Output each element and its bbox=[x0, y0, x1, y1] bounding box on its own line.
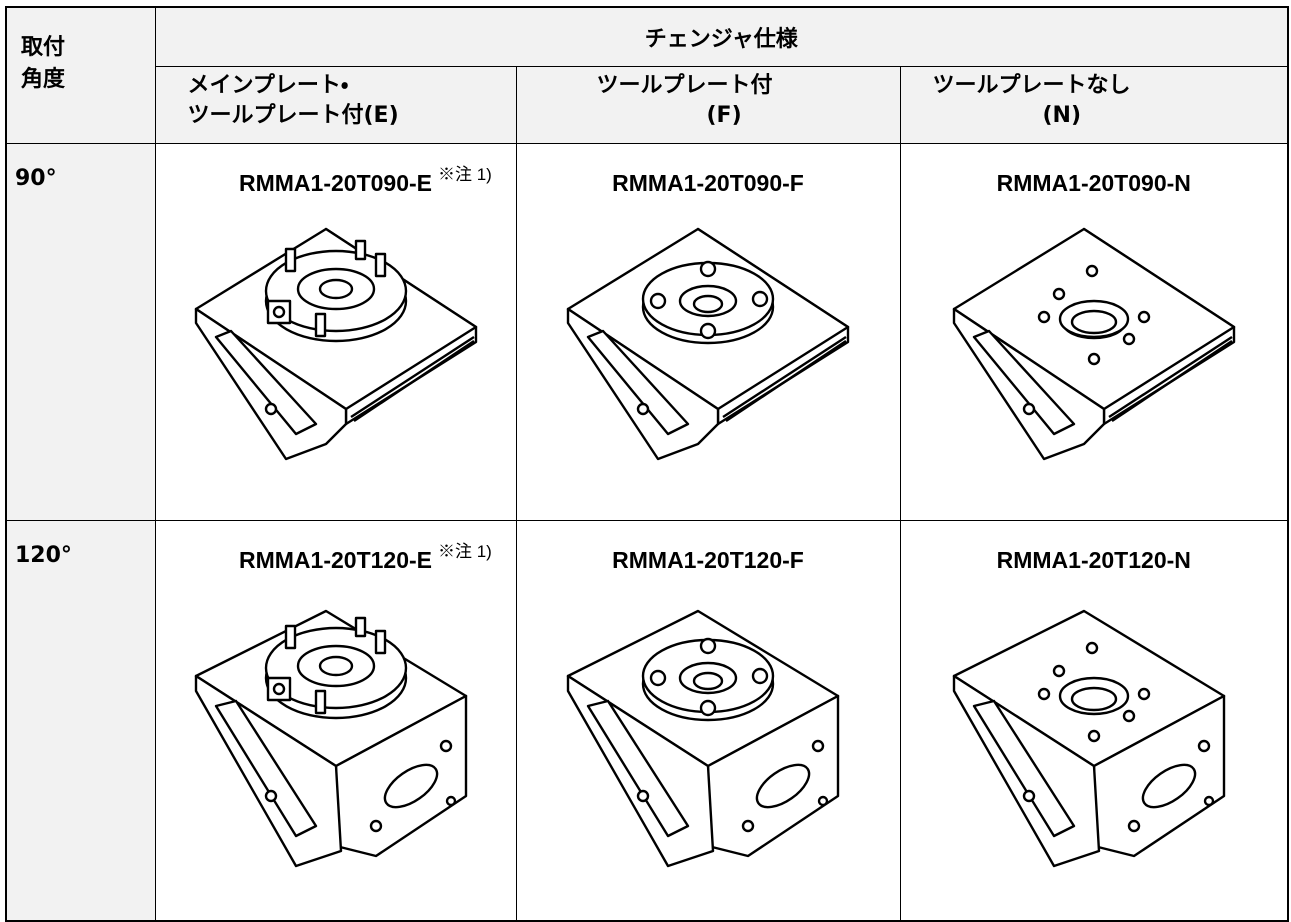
model-text: RMMA1-20T120-E bbox=[239, 547, 432, 573]
model-cell: RMMA1-20T090-N bbox=[899, 143, 1289, 521]
angle-cell: 90° bbox=[5, 143, 156, 521]
angle-cell: 120° bbox=[5, 520, 156, 921]
column-header: メインプレート・ツールプレート付(E) bbox=[154, 66, 517, 144]
drawing-part bbox=[264, 616, 407, 720]
product-drawing bbox=[566, 227, 850, 461]
column-line: ツールプレート付(E) bbox=[187, 103, 399, 128]
model-cell: RMMA1-20T090-E ※注 1) bbox=[154, 143, 517, 521]
group-header: チェンジャ仕様 bbox=[154, 6, 1289, 67]
corner-header: 取付 角度 bbox=[5, 6, 156, 144]
data-row: 90° RMMA1-20T090-E ※注 1) RMMA1-20T090-F RMMA… bbox=[5, 143, 1289, 521]
column-line: ツールプレート付 bbox=[596, 73, 773, 98]
model-name: RMMA1-20T090-N bbox=[997, 170, 1191, 197]
header-row: 取付 角度 チェンジャ仕様 bbox=[5, 6, 1289, 144]
model-cell: RMMA1-20T120-E ※注 1) bbox=[154, 520, 517, 921]
corner-line: 取付 bbox=[21, 35, 66, 60]
drawing-part bbox=[641, 260, 775, 345]
model-text: RMMA1-20T120-F bbox=[612, 547, 804, 573]
spec-table: 取付 角度 チェンジャ仕様 メインプレート・ツールプレート付(E) ツールプレー… bbox=[5, 6, 1289, 922]
model-text: RMMA1-20T120-N bbox=[996, 547, 1191, 573]
model-note: ※注 1) bbox=[438, 165, 492, 184]
column-line: (N) bbox=[1042, 103, 1082, 128]
model-name: RMMA1-20T090-F bbox=[612, 170, 804, 197]
product-drawing bbox=[566, 609, 840, 868]
model-text: RMMA1-20T090-E bbox=[239, 170, 432, 196]
column-line: (F) bbox=[706, 103, 742, 128]
product-drawing bbox=[952, 227, 1235, 461]
model-name: RMMA1-20T120-F bbox=[612, 547, 804, 574]
model-cell: RMMA1-20T090-F bbox=[515, 143, 901, 521]
drawing-part bbox=[264, 239, 407, 343]
model-cell: RMMA1-20T120-F bbox=[515, 520, 901, 921]
product-drawing bbox=[952, 609, 1225, 868]
model-name: RMMA1-20T120-E ※注 1) bbox=[239, 542, 492, 574]
model-text: RMMA1-20T090-F bbox=[612, 170, 804, 196]
column-line: ツールプレートなし bbox=[932, 73, 1131, 98]
product-drawing bbox=[194, 609, 467, 868]
header-row: メインプレート・ツールプレート付(E) ツールプレート付 (F) ツールプレートな… bbox=[6, 66, 1289, 144]
model-name: RMMA1-20T090-E ※注 1) bbox=[239, 165, 492, 197]
drawing-part bbox=[641, 637, 775, 722]
corner-line: 角度 bbox=[21, 67, 66, 92]
model-note: ※注 1) bbox=[438, 542, 492, 561]
drawing-part bbox=[952, 227, 1235, 461]
column-header: ツールプレートなし (N) bbox=[899, 66, 1289, 144]
model-cell: RMMA1-20T120-N bbox=[899, 520, 1289, 921]
data-row: 120° RMMA1-20T120-E ※注 1) RMMA1-20T120-F RMM… bbox=[5, 520, 1289, 921]
column-header: ツールプレート付 (F) bbox=[515, 66, 901, 144]
model-text: RMMA1-20T090-N bbox=[996, 170, 1191, 196]
product-drawing bbox=[194, 227, 477, 461]
model-name: RMMA1-20T120-N bbox=[997, 547, 1191, 574]
column-line: メインプレート・ bbox=[187, 73, 349, 98]
